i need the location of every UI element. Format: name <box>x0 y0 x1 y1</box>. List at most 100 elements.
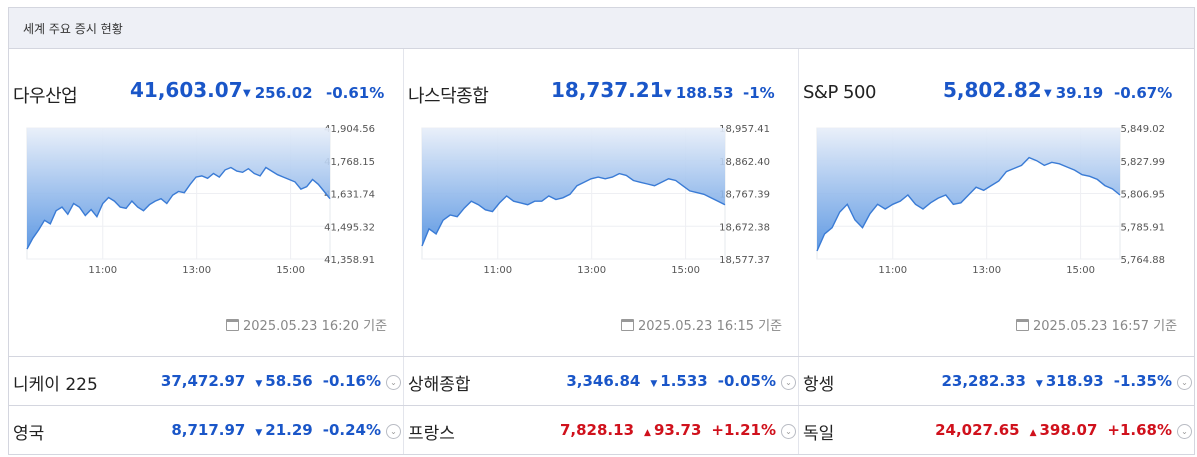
timestamp: 2025.05.23 16:15 기준 <box>621 315 782 334</box>
down-arrow-icon: ▼ <box>664 88 672 99</box>
market-value: 37,472.97 <box>160 372 246 390</box>
x-tick-label: 13:00 <box>577 265 606 276</box>
down-arrow-icon: ▼ <box>243 88 251 99</box>
market-item-uk[interactable]: 영국 8,717.97 ▼ 21.29 -0.24% ⌄ <box>9 406 404 454</box>
market-pct: -0.24% <box>322 421 381 439</box>
expand-chevron-icon[interactable]: ⌄ <box>1177 424 1192 439</box>
calendar-icon <box>621 318 634 331</box>
market-pct: +1.68% <box>1107 421 1172 439</box>
down-arrow-icon: ▼ <box>650 379 658 389</box>
y-tick-label: 18,767.39 <box>719 190 770 201</box>
market-name: 니케이 225 <box>13 375 98 395</box>
market-change: ▼ 58.56 <box>255 372 313 390</box>
index-change: ▼ 39.19 <box>1044 84 1104 102</box>
market-item-france[interactable]: 프랑스 7,828.13 ▲ 93.73 +1.21% ⌄ <box>404 406 799 454</box>
market-row: 니케이 225 37,472.97 ▼ 58.56 -0.16% ⌄ 상해종합 3… <box>9 356 1194 405</box>
x-tick-label: 13:00 <box>182 265 211 276</box>
expand-chevron-icon[interactable]: ⌄ <box>1177 375 1192 390</box>
index-pct: -0.61% <box>326 84 385 102</box>
y-tick-label: 41,768.15 <box>324 157 375 168</box>
down-arrow-icon: ▼ <box>1035 379 1043 389</box>
expand-chevron-icon[interactable]: ⌄ <box>386 375 401 390</box>
index-panel-nasdaq[interactable]: 나스닥종합 18,737.21 ▼ 188.53 -1% 18,957.41 18,… <box>404 49 799 356</box>
y-tick-label: 5,806.95 <box>1120 190 1165 201</box>
market-change: ▲ 93.73 <box>644 421 702 439</box>
up-arrow-icon: ▲ <box>644 428 651 438</box>
market-item-hangseng[interactable]: 항셍 23,282.33 ▼ 318.93 -1.35% ⌄ <box>799 357 1194 405</box>
intraday-chart: 18,957.41 18,862.40 18,767.39 18,672.38 18,5… <box>421 124 770 276</box>
expand-chevron-icon[interactable]: ⌄ <box>781 375 796 390</box>
market-value: 3,346.84 <box>566 372 641 390</box>
expand-chevron-icon[interactable]: ⌄ <box>386 424 401 439</box>
y-tick-label: 5,764.88 <box>1120 255 1165 266</box>
y-tick-label: 41,358.91 <box>324 255 375 266</box>
expand-chevron-icon[interactable]: ⌄ <box>781 424 796 439</box>
y-tick-label: 18,577.37 <box>719 255 770 266</box>
market-value: 8,717.97 <box>171 421 246 439</box>
market-value: 24,027.65 <box>935 421 1020 439</box>
down-arrow-icon: ▼ <box>255 428 263 438</box>
market-pct: +1.21% <box>711 421 776 439</box>
index-value: 41,603.07 <box>130 78 243 102</box>
index-pct: -0.67% <box>1114 84 1173 102</box>
market-change: ▼ 318.93 <box>1035 372 1104 390</box>
index-name: 다우산업 <box>13 86 78 107</box>
world-stock-widget: 세계 주요 증시 현황 다우산업 41,603.07 ▼ 256.02 -0.61… <box>8 7 1195 455</box>
market-pct: -0.16% <box>322 372 381 390</box>
intraday-chart: 41,904.56 41,768.15 41,631.74 41,495.32 41,3… <box>26 124 375 276</box>
index-change: ▼ 188.53 <box>664 84 734 102</box>
series-line <box>26 166 331 250</box>
y-tick-label: 18,862.40 <box>719 157 770 168</box>
y-tick-label: 5,849.02 <box>1120 124 1165 135</box>
down-arrow-icon: ▼ <box>1044 88 1052 99</box>
up-arrow-icon: ▲ <box>1029 428 1037 438</box>
area-fill <box>817 128 1120 251</box>
market-item-nikkei[interactable]: 니케이 225 37,472.97 ▼ 58.56 -0.16% ⌄ <box>9 357 404 405</box>
market-pct: -1.35% <box>1113 372 1172 390</box>
area-fill <box>422 128 725 246</box>
index-name: S&P 500 <box>803 82 876 103</box>
market-change: ▼ 21.29 <box>255 421 313 439</box>
y-tick-label: 41,495.32 <box>324 222 375 233</box>
index-panel-sp500[interactable]: S&P 500 5,802.82 ▼ 39.19 -0.67% 5,849.02 5… <box>799 49 1194 356</box>
market-change: ▼ 1.533 <box>650 372 708 390</box>
x-tick-label: 15:00 <box>671 265 700 276</box>
market-pct: -0.05% <box>717 372 776 390</box>
market-value: 7,828.13 <box>559 421 635 439</box>
market-name: 상해종합 <box>408 375 471 395</box>
timestamp: 2025.05.23 16:57 기준 <box>1016 315 1177 334</box>
market-name: 영국 <box>13 424 45 444</box>
index-value: 5,802.82 <box>943 78 1042 102</box>
x-tick-label: 11:00 <box>878 265 907 276</box>
market-value: 23,282.33 <box>941 372 1026 390</box>
index-value: 18,737.21 <box>551 78 664 102</box>
market-name: 항셍 <box>803 375 835 395</box>
y-tick-label: 5,785.91 <box>1120 222 1165 233</box>
index-panels: 다우산업 41,603.07 ▼ 256.02 -0.61% 41,904.56 4… <box>9 49 1194 356</box>
market-row: 영국 8,717.97 ▼ 21.29 -0.24% ⌄ 프랑스 7,828.13… <box>9 405 1194 454</box>
y-tick-label: 5,827.99 <box>1120 157 1165 168</box>
down-arrow-icon: ▼ <box>255 379 263 389</box>
market-rows: 니케이 225 37,472.97 ▼ 58.56 -0.16% ⌄ 상해종합 3… <box>9 356 1194 454</box>
timestamp: 2025.05.23 16:20 기준 <box>226 315 387 334</box>
x-tick-label: 15:00 <box>276 265 305 276</box>
intraday-chart: 5,849.02 5,827.99 5,806.95 5,785.91 5,764.88… <box>816 124 1165 276</box>
index-panel-dow[interactable]: 다우산업 41,603.07 ▼ 256.02 -0.61% 41,904.56 4… <box>9 49 404 356</box>
area-fill <box>27 128 330 250</box>
market-item-shanghai[interactable]: 상해종합 3,346.84 ▼ 1.533 -0.05% ⌄ <box>404 357 799 405</box>
y-tick-label: 41,904.56 <box>324 124 375 135</box>
y-tick-label: 18,957.41 <box>719 124 770 135</box>
x-tick-label: 15:00 <box>1066 265 1095 276</box>
index-pct: -1% <box>743 84 775 102</box>
market-name: 독일 <box>803 424 835 444</box>
calendar-icon <box>226 318 239 331</box>
y-tick-label: 41,631.74 <box>324 190 375 201</box>
y-tick-label: 18,672.38 <box>719 222 770 233</box>
series-line <box>816 156 1121 252</box>
market-item-germany[interactable]: 독일 24,027.65 ▲ 398.07 +1.68% ⌄ <box>799 406 1194 454</box>
x-tick-label: 13:00 <box>972 265 1001 276</box>
market-change: ▲ 398.07 <box>1029 421 1098 439</box>
market-name: 프랑스 <box>408 424 455 444</box>
x-tick-label: 11:00 <box>88 265 117 276</box>
widget-header: 세계 주요 증시 현황 <box>9 8 1194 49</box>
